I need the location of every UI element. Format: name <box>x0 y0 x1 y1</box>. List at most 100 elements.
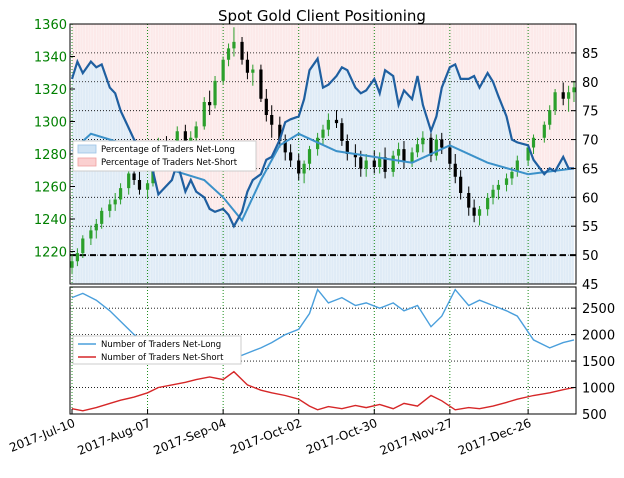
candle-body <box>542 124 546 138</box>
candle-body <box>572 87 576 93</box>
chart-title: Spot Gold Client Positioning <box>218 7 426 25</box>
bottom-axis-tick-label: 2000 <box>582 329 615 344</box>
candle-body <box>321 129 325 138</box>
candle-body <box>340 123 344 141</box>
left-axis-tick-label: 1280 <box>34 148 67 163</box>
right-axis-tick-label: 75 <box>582 105 599 120</box>
candle-body <box>145 183 150 190</box>
candle-body <box>213 80 217 106</box>
candle-body <box>364 160 368 169</box>
candle-body <box>440 139 444 148</box>
candle-body <box>491 189 495 198</box>
candle-body <box>434 139 438 156</box>
left-axis-tick-label: 1240 <box>34 213 67 228</box>
candle-body <box>396 149 401 156</box>
candle-body <box>302 163 306 174</box>
top-panel-fills <box>71 24 575 285</box>
candle-body <box>132 173 136 180</box>
candle-body <box>232 41 236 49</box>
top-panel-axes: 1220 1240 1260 1280 1300 1320 1340 1360 45 50 55 60… <box>34 18 599 293</box>
top-legend: Percentage of Traders Net-Long Percentag… <box>72 140 257 172</box>
candle-body <box>526 147 530 161</box>
right-axis-tick-label: 50 <box>582 249 599 264</box>
candle-body <box>334 119 339 124</box>
candle-body <box>202 102 206 127</box>
left-axis-tick-label: 1260 <box>34 181 67 196</box>
bottom-axis-tick-label: 1000 <box>582 382 615 397</box>
candle-body <box>548 110 552 125</box>
right-axis-tick-label: 45 <box>582 278 599 293</box>
legend-label-net-long: Percentage of Traders Net-Long <box>101 145 235 155</box>
candle-body <box>467 193 471 208</box>
candle-body <box>378 157 382 167</box>
bottom-axis-tick-label: 2500 <box>582 302 615 317</box>
candle-body <box>531 137 536 148</box>
net-short-area <box>72 24 574 227</box>
candle-body <box>81 238 85 254</box>
candle-body <box>137 180 142 190</box>
left-axis-tick-label: 1220 <box>34 246 67 261</box>
legend-swatch-net-long <box>77 144 97 154</box>
candle-body <box>410 152 414 163</box>
candle-body <box>259 69 263 99</box>
candle-body <box>553 92 557 111</box>
candle-body <box>189 137 193 143</box>
candle-body <box>453 163 457 177</box>
candle-body <box>297 160 301 174</box>
candle-body <box>278 124 282 141</box>
right-axis-tick-label: 60 <box>582 191 599 206</box>
candle-body <box>100 210 104 224</box>
candle-body <box>245 59 250 73</box>
legend-label-net-short-count: Number of Traders Net-Short <box>101 353 224 363</box>
candle-body <box>561 92 565 99</box>
candle-body <box>94 223 98 231</box>
candle-body <box>345 141 349 154</box>
candle-body <box>359 157 363 169</box>
candle-body <box>289 152 293 161</box>
left-axis-tick-label: 1360 <box>34 18 67 33</box>
candle-body <box>383 157 387 172</box>
left-axis-tick-label: 1300 <box>34 116 67 131</box>
left-axis-tick-label: 1340 <box>34 51 67 66</box>
candle-body <box>402 149 406 163</box>
candle-body <box>175 131 179 148</box>
candle-body <box>448 147 452 164</box>
legend-swatch-net-short <box>77 157 97 167</box>
candle-body <box>391 155 395 172</box>
candle-body <box>89 230 93 239</box>
candle-body <box>127 173 131 189</box>
net-short-count-line <box>71 370 575 412</box>
candle-body <box>118 188 123 200</box>
candle-body <box>108 204 112 211</box>
candle-body <box>226 48 231 60</box>
right-axis-tick-label: 80 <box>582 76 599 91</box>
candle-body <box>415 144 420 153</box>
right-axis-tick-label: 70 <box>582 134 599 149</box>
bottom-axis-tick-label: 500 <box>582 408 607 423</box>
candle-body <box>251 69 255 73</box>
bottom-panel-axes: 500 1000 1500 2000 2500 <box>69 286 615 423</box>
candle-body <box>510 171 514 179</box>
bottom-legend: Number of Traders Net-Long Number of Tra… <box>72 335 242 365</box>
candle-body <box>264 98 268 115</box>
candle-body <box>208 102 212 106</box>
bottom-axis-tick-label: 1500 <box>582 355 615 370</box>
candle-body <box>270 115 274 125</box>
candle-body <box>459 176 463 193</box>
candle-body <box>240 41 244 60</box>
candle-body <box>183 131 187 143</box>
candle-body <box>504 178 509 185</box>
right-axis-tick-label: 85 <box>582 47 599 62</box>
net-long-pct-line <box>70 55 574 229</box>
candle-body <box>307 149 312 164</box>
legend-label-net-short: Percentage of Traders Net-Short <box>101 158 238 168</box>
candle-body <box>70 261 74 268</box>
right-axis-tick-label: 65 <box>582 162 599 177</box>
candle-body <box>567 92 571 99</box>
candle-body <box>472 207 476 216</box>
candle-body <box>421 137 425 145</box>
legend-label-net-long-count: Number of Traders Net-Long <box>101 340 221 350</box>
right-axis-tick-label: 55 <box>582 220 599 235</box>
candle-body <box>477 209 482 216</box>
